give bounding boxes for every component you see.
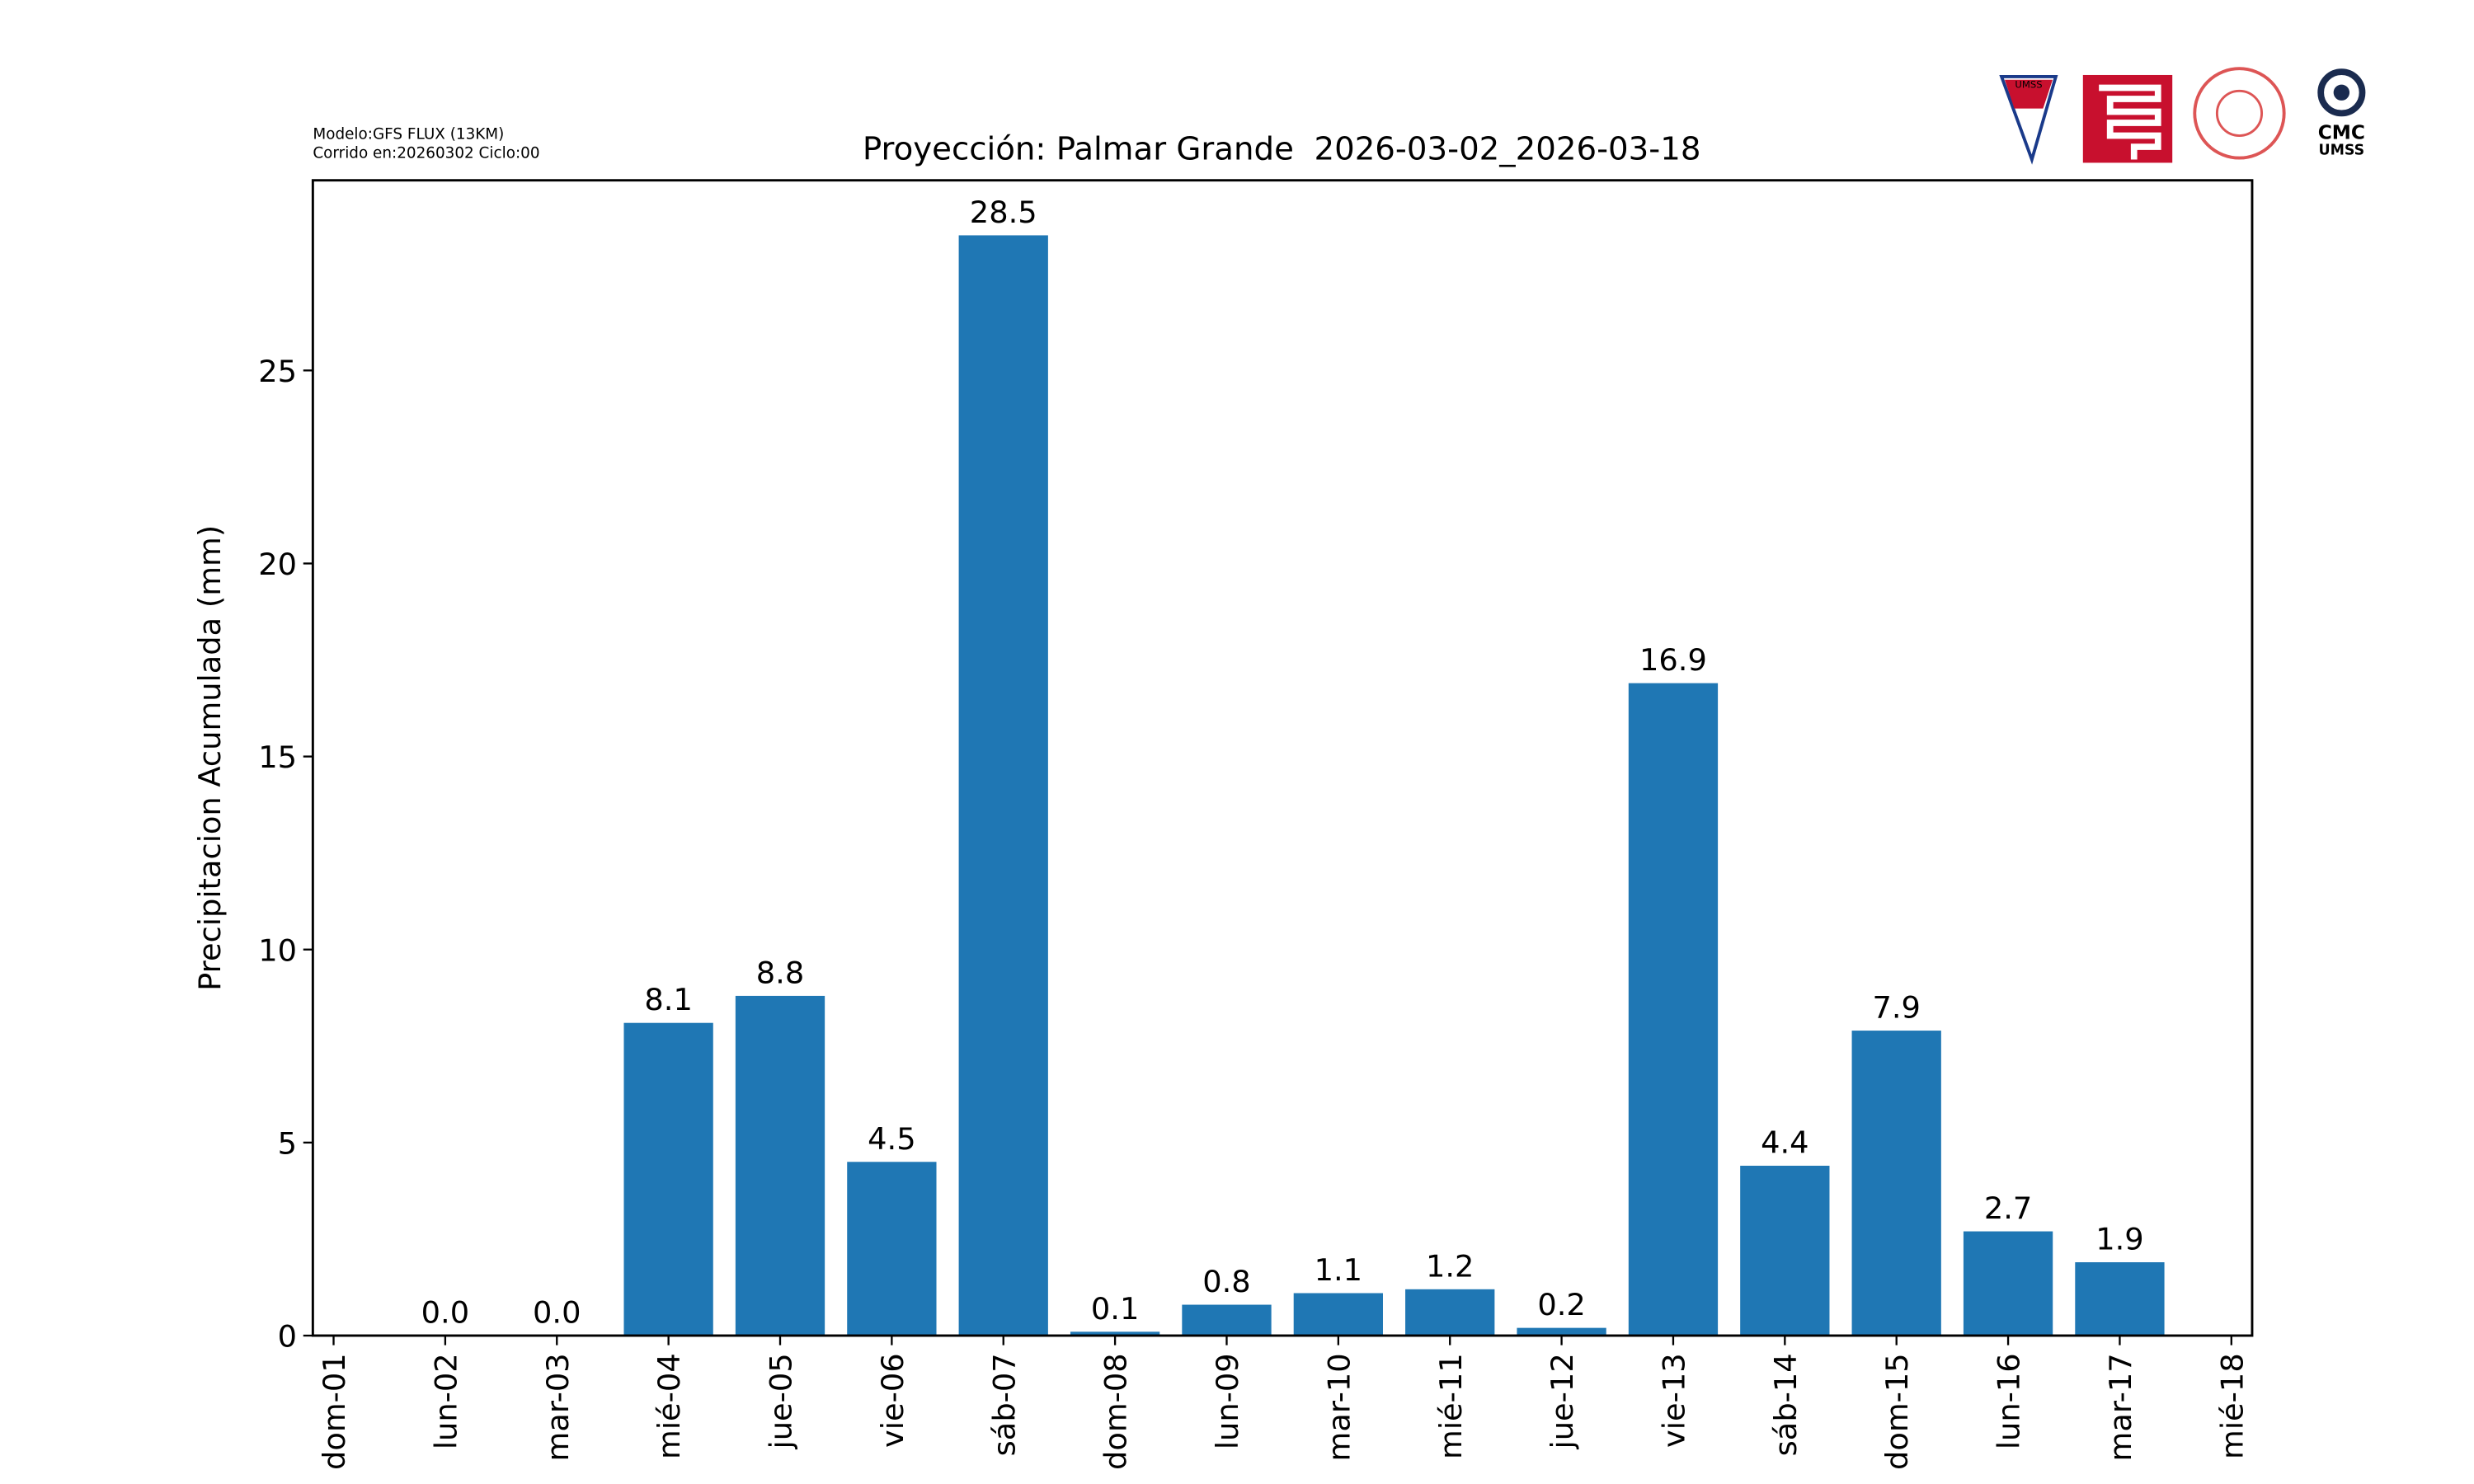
value-label: 1.9 — [2095, 1222, 2143, 1257]
bar — [1517, 1327, 1606, 1336]
run-note: Corrido en:20260302 Ciclo:00 — [313, 145, 539, 162]
x-tick-label: lun-16 — [1992, 1353, 2027, 1449]
bar — [2075, 1262, 2165, 1336]
bar — [1851, 1031, 1941, 1336]
model-note: Modelo:GFS FLUX (13KM) — [313, 125, 504, 143]
cmc-text: CMC — [2318, 121, 2365, 143]
y-tick-label: 0 — [278, 1319, 297, 1355]
bar — [1963, 1231, 2053, 1336]
x-tick-label: sáb-07 — [986, 1353, 1022, 1456]
bar — [735, 995, 825, 1336]
value-label: 28.5 — [970, 195, 1037, 230]
value-label: 4.5 — [868, 1121, 915, 1157]
cmc-sub: UMSS — [2318, 143, 2364, 159]
cmc-dot — [2333, 84, 2350, 101]
bar — [1405, 1289, 1495, 1336]
x-tick-label: mié-04 — [651, 1353, 687, 1459]
value-label: 1.2 — [1426, 1248, 1474, 1284]
y-tick-label: 20 — [258, 547, 297, 582]
value-label: 2.7 — [1984, 1190, 2032, 1226]
bar — [623, 1022, 713, 1336]
y-tick-label: 25 — [258, 354, 297, 389]
cmc-ring — [2317, 68, 2366, 117]
x-tick-label: mar-10 — [1321, 1353, 1357, 1461]
plot-frame — [311, 179, 2254, 1337]
y-tick-label: 5 — [278, 1125, 297, 1161]
value-label: 7.9 — [1872, 990, 1920, 1026]
bar — [1293, 1293, 1383, 1336]
value-label: 0.0 — [421, 1295, 469, 1331]
physics-logo — [2193, 67, 2286, 160]
y-axis-label: Precipitacion Acumulada (mm) — [192, 525, 228, 991]
shield-band — [2004, 79, 2053, 109]
x-tick-label: jue-12 — [1545, 1353, 1580, 1449]
bar — [1628, 683, 1719, 1336]
bar — [1070, 1331, 1160, 1336]
y-tick-label: 10 — [258, 932, 297, 968]
value-label: 0.0 — [533, 1295, 581, 1331]
x-tick-label: dom-15 — [1879, 1353, 1915, 1470]
x-tick-label: vie-06 — [875, 1353, 910, 1448]
x-tick-label: dom-01 — [317, 1353, 352, 1470]
x-tick-label: lun-09 — [1210, 1353, 1245, 1449]
x-tick-label: sáb-14 — [1768, 1353, 1804, 1456]
logos: UMSS CMC UMSS — [1999, 67, 2366, 165]
x-tick-label: jue-05 — [764, 1353, 799, 1449]
value-label: 0.8 — [1202, 1264, 1250, 1299]
x-tick-label: mié-11 — [1433, 1353, 1469, 1459]
x-tick-label: dom-08 — [1098, 1353, 1134, 1470]
value-label: 16.9 — [1639, 642, 1707, 678]
value-label: 8.1 — [644, 982, 692, 1017]
chart-title: Proyección: Palmar Grande 2026-03-02_202… — [863, 131, 1701, 168]
x-tick-label: mié-18 — [2214, 1353, 2250, 1459]
bar — [1740, 1165, 1830, 1336]
value-label: 0.2 — [1537, 1287, 1585, 1322]
bar — [958, 235, 1048, 1336]
value-label: 1.1 — [1315, 1252, 1362, 1288]
fcyt-mark — [2099, 84, 2161, 160]
value-label: 0.1 — [1091, 1291, 1139, 1327]
y-tick-label: 15 — [258, 740, 297, 775]
bar — [847, 1162, 937, 1336]
x-tick-label: mar-17 — [2103, 1353, 2138, 1461]
bar — [1182, 1304, 1272, 1336]
value-label: 8.8 — [756, 955, 804, 990]
x-tick-label: lun-02 — [428, 1353, 463, 1449]
x-tick-label: mar-03 — [540, 1353, 576, 1461]
shield-text: UMSS — [2015, 78, 2042, 90]
x-tick-label: vie-13 — [1657, 1353, 1692, 1448]
physics-inner — [2215, 89, 2264, 137]
value-label: 4.4 — [1761, 1125, 1808, 1160]
